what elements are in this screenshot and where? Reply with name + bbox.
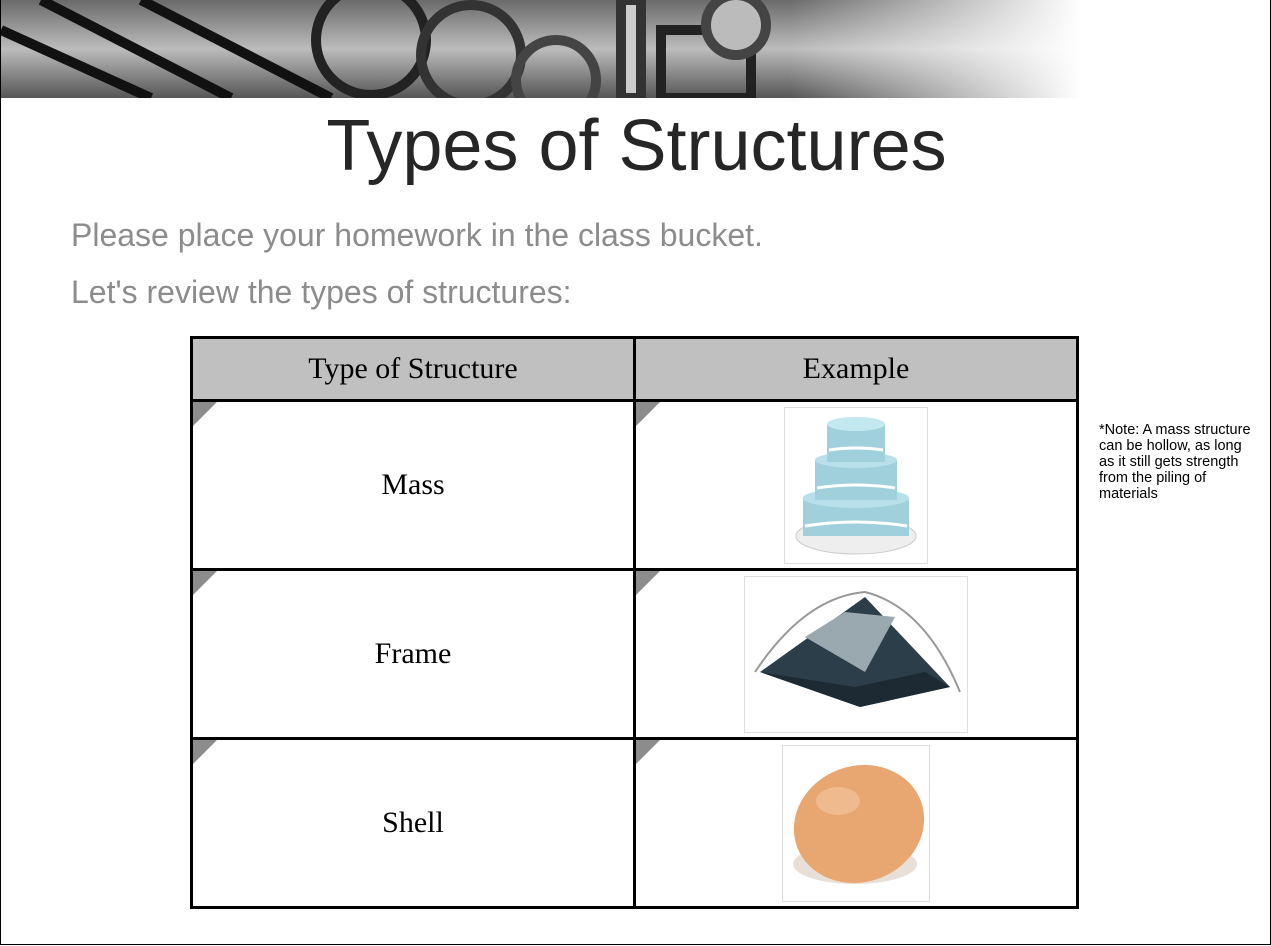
header-cell: Example [633,336,1079,402]
bullet: Let's review the types of structures: [71,274,572,310]
cell: Mass [190,399,636,571]
tent-image [744,575,968,733]
cell: Frame [190,568,636,740]
header-cell: Type of Structure [190,336,636,402]
note: *Note: A mass structure can be hollow, a… [1099,422,1251,502]
type-label: Mass [381,468,445,501]
fold-icon [636,571,660,595]
fold-icon [193,402,217,426]
fold-icon [636,740,660,764]
banner-image [1,0,1270,98]
type-label: Frame [374,637,452,670]
bullet: Please place your homework in the class … [71,217,763,253]
cell [633,399,1079,571]
fold-icon [193,740,217,764]
cell: Shell [190,737,636,909]
fold-icon [193,571,217,595]
fold-icon [636,402,660,426]
slide-title: Types of Structures [326,106,947,186]
cell [633,737,1079,909]
egg-image [782,744,930,902]
structures-table: Type of Structure Example Mass Frame Shel… [190,336,1079,909]
cell [633,568,1079,740]
type-label: Shell [382,806,444,839]
cake-image [784,406,928,564]
